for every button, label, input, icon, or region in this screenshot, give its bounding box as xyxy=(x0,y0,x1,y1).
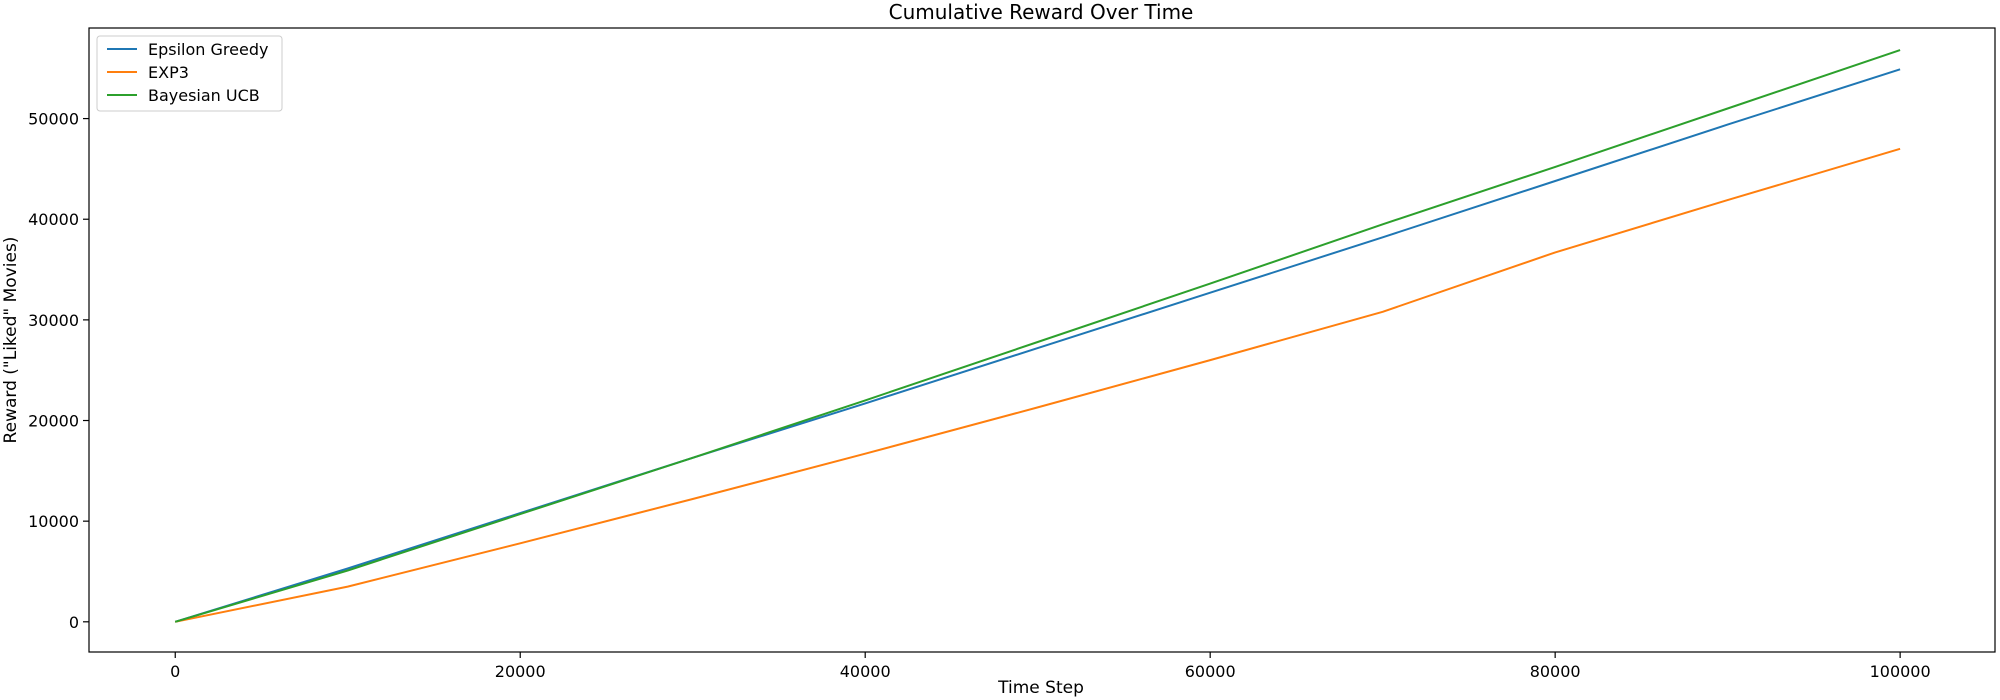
x-axis-label: Time Step xyxy=(997,678,1084,698)
series-line-epsilon-greedy xyxy=(174,68,1901,623)
x-tick-label: 0 xyxy=(170,662,180,681)
x-tick-label: 40000 xyxy=(840,662,891,681)
legend-label-epsilon-greedy: Epsilon Greedy xyxy=(148,40,268,59)
chart-title: Cumulative Reward Over Time xyxy=(889,0,1194,24)
y-tick-label: 30000 xyxy=(28,311,79,330)
x-tick-label: 20000 xyxy=(495,662,546,681)
y-tick-label: 40000 xyxy=(28,210,79,229)
plot-frame xyxy=(88,27,1996,653)
x-tick-label: 60000 xyxy=(1185,662,1236,681)
legend-box xyxy=(96,35,283,112)
y-tick-label: 10000 xyxy=(28,512,79,531)
plot-area: 0 20000 40000 60000 80000 100000 0 10000 20000 30… xyxy=(28,49,1931,681)
series-line-exp3 xyxy=(175,147,1901,623)
y-axis-label: Reward ("Liked" Movies) xyxy=(1,237,21,444)
x-tick-label: 100000 xyxy=(1870,662,1931,681)
y-tick-label: 0 xyxy=(69,613,79,632)
legend: Epsilon Greedy EXP3 Bayesian UCB xyxy=(96,35,283,112)
series-line-bayesian-ucb xyxy=(174,49,1901,623)
y-tick-label: 20000 xyxy=(28,412,79,431)
x-tick-label: 80000 xyxy=(1530,662,1581,681)
y-tick-label: 50000 xyxy=(28,110,79,129)
legend-label-bayesian-ucb: Bayesian UCB xyxy=(148,86,260,105)
legend-label-exp3: EXP3 xyxy=(148,63,189,82)
